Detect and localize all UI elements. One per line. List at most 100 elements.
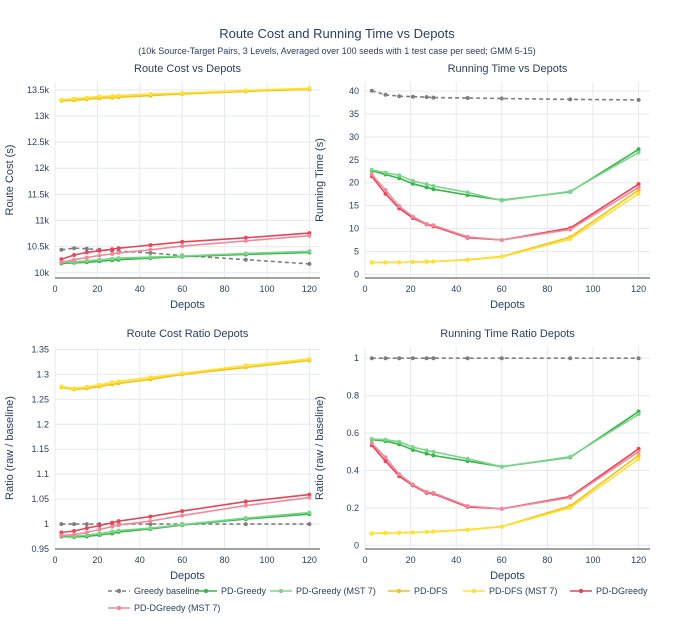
data-point[interactable] [72,529,77,533]
data-point[interactable] [383,191,388,196]
data-point[interactable] [148,375,153,380]
data-point[interactable] [243,251,248,256]
data-point[interactable] [636,453,641,458]
data-point[interactable] [369,531,374,536]
data-point[interactable] [243,499,248,504]
data-point[interactable] [431,490,436,495]
data-point[interactable] [397,173,402,178]
series-pd-dgreedy-mst-7[interactable] [369,441,641,511]
data-point[interactable] [431,187,436,192]
data-point[interactable] [568,495,573,500]
data-point[interactable] [148,526,153,531]
data-point[interactable] [72,246,77,251]
data-point[interactable] [568,454,573,459]
data-point[interactable] [431,259,436,264]
data-point[interactable] [84,526,89,531]
data-point[interactable] [148,92,153,96]
data-point[interactable] [243,522,248,527]
legend-item[interactable]: PD-Greedy [195,586,267,596]
data-point[interactable] [116,519,121,524]
series-pd-dfs-mst-7[interactable] [369,191,641,265]
series-pd-greedy-mst-7[interactable] [369,150,641,203]
series-line[interactable] [371,175,640,241]
data-point[interactable] [636,97,641,102]
series-pd-dfs-mst-7[interactable] [369,457,641,536]
data-point[interactable] [307,249,312,254]
data-point[interactable] [499,506,504,511]
data-point[interactable] [307,261,312,266]
series-pd-dgreedy[interactable] [59,231,312,262]
data-point[interactable] [397,439,402,444]
data-point[interactable] [369,172,374,177]
data-point[interactable] [97,531,102,536]
data-point[interactable] [59,522,64,527]
data-point[interactable] [180,91,185,95]
series-pd-greedy-mst-7[interactable] [59,249,312,265]
data-point[interactable] [636,412,641,417]
data-point[interactable] [72,257,77,262]
data-point[interactable] [307,492,312,497]
data-point[interactable] [110,252,115,256]
data-point[interactable] [72,532,77,537]
data-point[interactable] [72,253,77,257]
data-point[interactable] [424,182,429,187]
series-line[interactable] [371,458,640,535]
data-point[interactable] [383,92,388,97]
series-pd-greedy-mst-7[interactable] [369,412,641,469]
data-point[interactable] [148,519,153,524]
data-point[interactable] [84,246,89,251]
data-point[interactable] [369,88,374,93]
data-point[interactable] [180,522,185,527]
series-line[interactable] [61,88,310,102]
data-point[interactable] [116,523,121,528]
series-pd-dgreedy-mst-7[interactable] [369,172,641,243]
legend-item[interactable]: Greedy baseline [108,586,200,596]
data-point[interactable] [383,260,388,265]
data-point[interactable] [180,254,185,258]
data-point[interactable] [397,260,402,265]
data-point[interactable] [383,188,388,193]
data-point[interactable] [636,446,641,451]
data-point[interactable] [148,522,153,527]
data-point[interactable] [97,523,102,528]
data-point[interactable] [424,95,429,100]
data-point[interactable] [397,356,402,361]
series-pd-dgreedy-mst-7[interactable] [59,495,312,538]
data-point[interactable] [431,223,436,228]
data-point[interactable] [397,94,402,99]
data-point[interactable] [243,503,248,508]
data-point[interactable] [97,94,102,99]
data-point[interactable] [59,257,64,262]
data-point[interactable] [59,384,64,389]
data-point[interactable] [383,437,388,442]
data-point[interactable] [636,150,641,155]
data-point[interactable] [410,445,415,450]
legend[interactable]: Greedy baseline PD-Greedy PD-Greedy (MST 7… [108,586,648,613]
data-point[interactable] [180,371,185,376]
legend-item[interactable]: PD-DFS [388,586,448,596]
data-point[interactable] [369,167,374,172]
data-point[interactable] [636,409,641,414]
data-point[interactable] [383,459,388,464]
data-point[interactable] [424,222,429,226]
data-point[interactable] [465,456,470,461]
data-point[interactable] [84,258,89,263]
series-greedy-baseline[interactable] [369,356,641,361]
series-line[interactable] [61,493,310,534]
data-point[interactable] [410,530,415,535]
data-point[interactable] [59,247,64,252]
data-point[interactable] [116,528,121,533]
data-point[interactable] [59,530,64,535]
series-line[interactable] [371,151,639,202]
series-pd-dfs-mst-7[interactable] [59,86,312,102]
data-point[interactable] [410,214,415,219]
series-line[interactable] [61,251,310,265]
data-point[interactable] [499,356,504,361]
data-point[interactable] [84,384,89,389]
data-point[interactable] [307,522,312,527]
data-point[interactable] [180,509,185,514]
data-point[interactable] [383,455,388,460]
data-point[interactable] [72,522,77,527]
data-point[interactable] [59,260,64,265]
data-point[interactable] [369,260,374,265]
